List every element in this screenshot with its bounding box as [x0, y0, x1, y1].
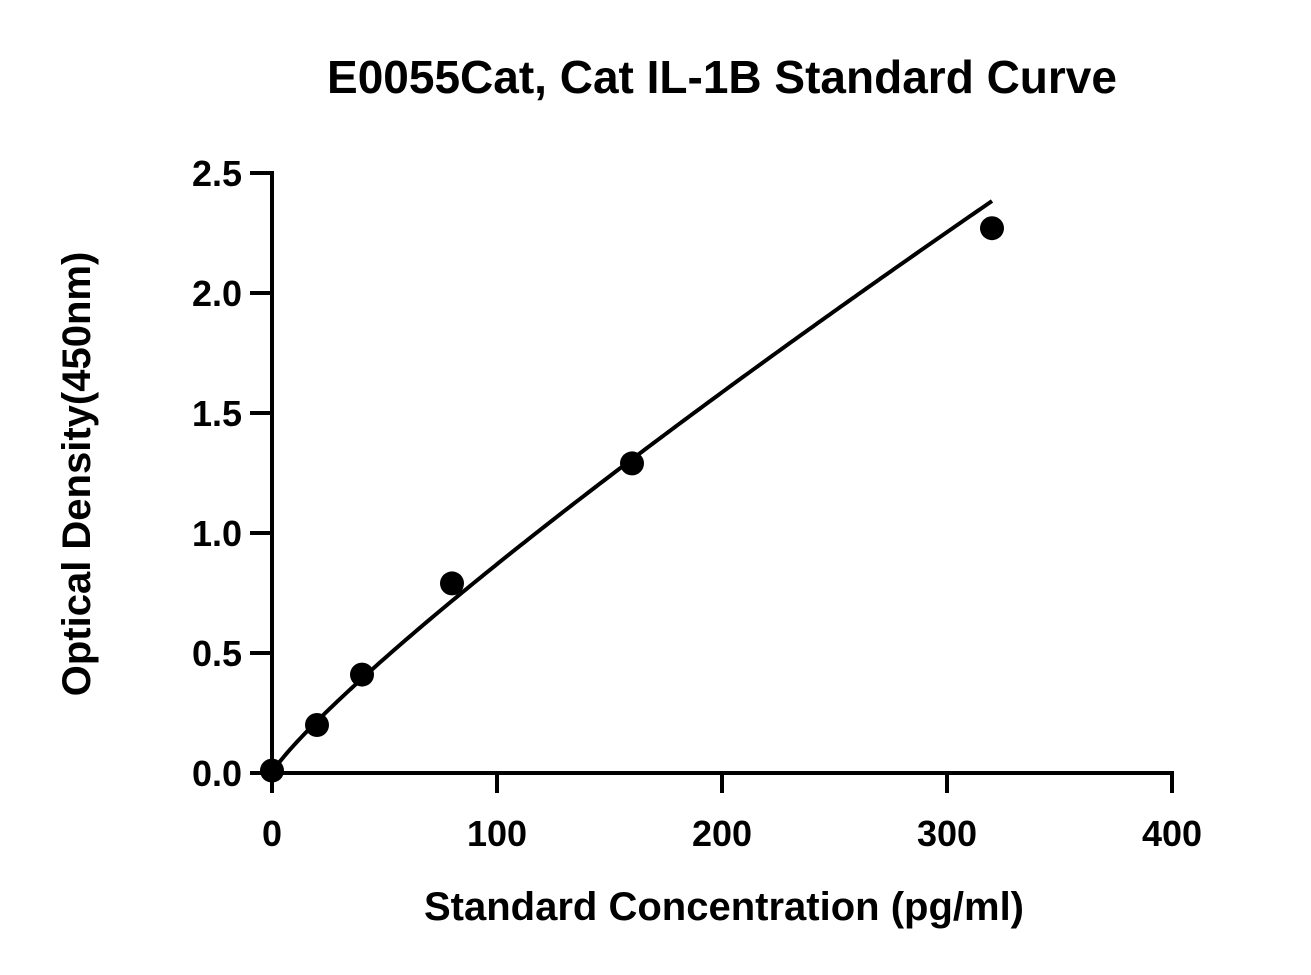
- y-tick-label: 1.0: [192, 513, 242, 554]
- x-axis-ticks: 0 100 200 300 400: [262, 773, 1202, 854]
- x-tick-label: 0: [262, 813, 282, 854]
- fit-curve: [270, 199, 994, 775]
- y-tick-label: 2.5: [192, 153, 242, 194]
- chart-title: E0055Cat, Cat IL-1B Standard Curve: [327, 51, 1117, 103]
- x-tick-label: 100: [467, 813, 527, 854]
- data-point: [260, 758, 284, 783]
- data-point: [350, 662, 374, 687]
- axes: [270, 171, 1174, 775]
- x-tick-label: 200: [692, 813, 752, 854]
- y-tick-label: 1.5: [192, 393, 242, 434]
- data-point: [440, 571, 464, 596]
- y-axis-ticks: 0.0 0.5 1.0 1.5 2.0 2.5: [192, 153, 272, 794]
- y-axis-label: Optical Density(450nm): [55, 252, 99, 697]
- fit-curve-layer: [270, 199, 994, 775]
- data-point: [305, 713, 329, 737]
- data-points-layer: [260, 216, 1004, 783]
- data-point: [980, 216, 1004, 241]
- x-axis-label: Standard Concentration (pg/ml): [424, 885, 1024, 929]
- y-tick-label: 0.5: [192, 633, 242, 674]
- x-tick-label: 300: [917, 813, 977, 854]
- y-tick-label: 0.0: [192, 753, 242, 794]
- y-tick-label: 2.0: [192, 273, 242, 314]
- x-tick-label: 400: [1142, 813, 1202, 854]
- data-point: [620, 451, 644, 476]
